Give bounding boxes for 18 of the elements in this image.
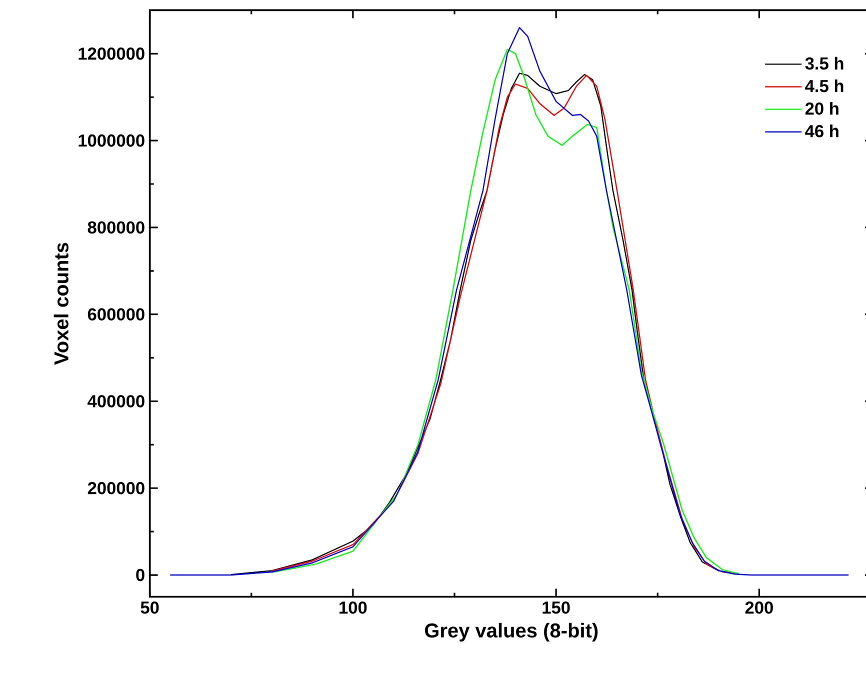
x-tick-label: 50 (140, 601, 159, 614)
x-axis-title: Grey values (8-bit) (424, 622, 598, 642)
y-tick-label: 600000 (88, 308, 144, 320)
y-tick-label: 800000 (88, 221, 144, 234)
y-tick-label: 1200000 (78, 48, 144, 60)
y-tick-label: 1000000 (78, 134, 144, 147)
legend-label: 20 h (805, 102, 838, 115)
x-tick-label: 150 (542, 601, 570, 614)
y-tick-label: 0 (136, 568, 144, 582)
x-tick-label: 200 (745, 601, 773, 614)
x-tick-label: 100 (340, 601, 367, 614)
legend-label: 4.5 h (805, 79, 844, 92)
y-axis-title: Voxel counts (54, 242, 68, 365)
legend-label: 3.5 h (805, 56, 844, 70)
y-tick-label: 200000 (88, 482, 144, 494)
line-series (170, 27, 850, 576)
y-tick-label: 400000 (88, 395, 144, 408)
legend-label: 46 h (805, 124, 838, 138)
